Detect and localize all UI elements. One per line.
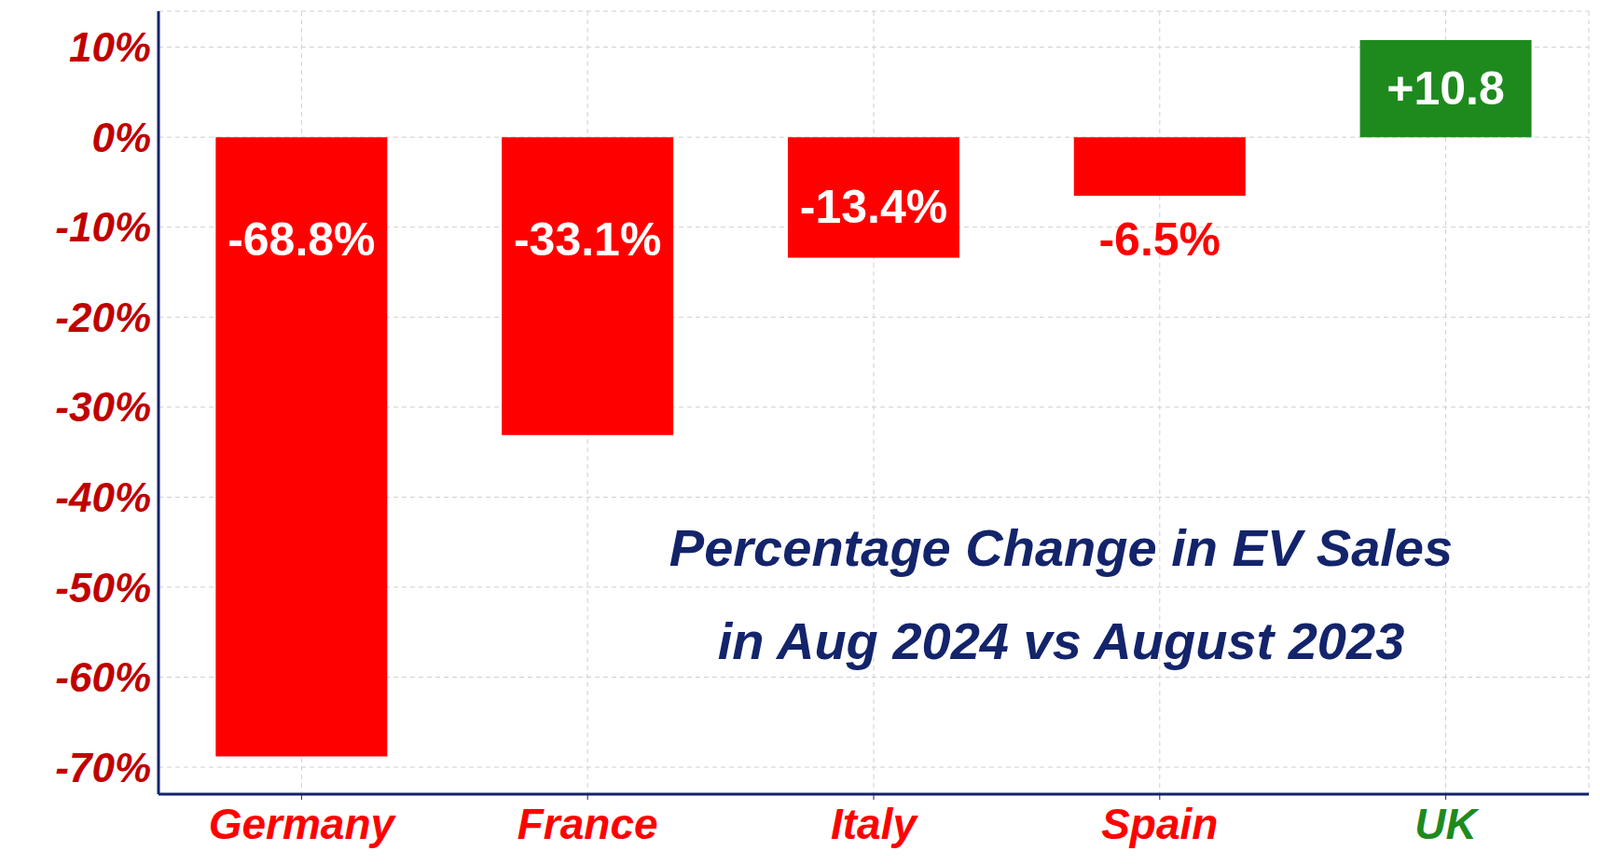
html-text:Percentage Change in EV Sales: Percentage Change in EV Sales <box>669 518 1453 578</box>
svg-text:-33.1%: -33.1% <box>513 213 662 266</box>
svg-text:-20%: -20% <box>55 294 152 341</box>
svg-text:Italy: Italy <box>830 800 919 849</box>
svg-text:Spain: Spain <box>1101 800 1218 849</box>
svg-text:France: France <box>517 800 659 849</box>
svg-text:-50%: -50% <box>55 565 152 611</box>
svg-text:-30%: -30% <box>55 384 152 430</box>
svg-text:-70%: -70% <box>55 744 152 791</box>
svg-text:-10%: -10% <box>55 204 152 250</box>
svg-text:Germany: Germany <box>208 800 398 849</box>
svg-text:+10.8: +10.8 <box>1386 62 1505 115</box>
html-text:in Aug 2024 vs August 2023: in Aug 2024 vs August 2023 <box>717 611 1405 671</box>
svg-text:-13.4%: -13.4% <box>800 180 948 234</box>
svg-text:-6.5%: -6.5% <box>1098 213 1221 266</box>
svg-text:-68.8%: -68.8% <box>227 213 375 266</box>
svg-text:-40%: -40% <box>55 474 152 521</box>
svg-text:0%: 0% <box>91 114 152 161</box>
svg-text:10%: 10% <box>68 24 152 70</box>
svg-text:UK: UK <box>1414 800 1479 849</box>
svg-text:-60%: -60% <box>55 654 152 701</box>
